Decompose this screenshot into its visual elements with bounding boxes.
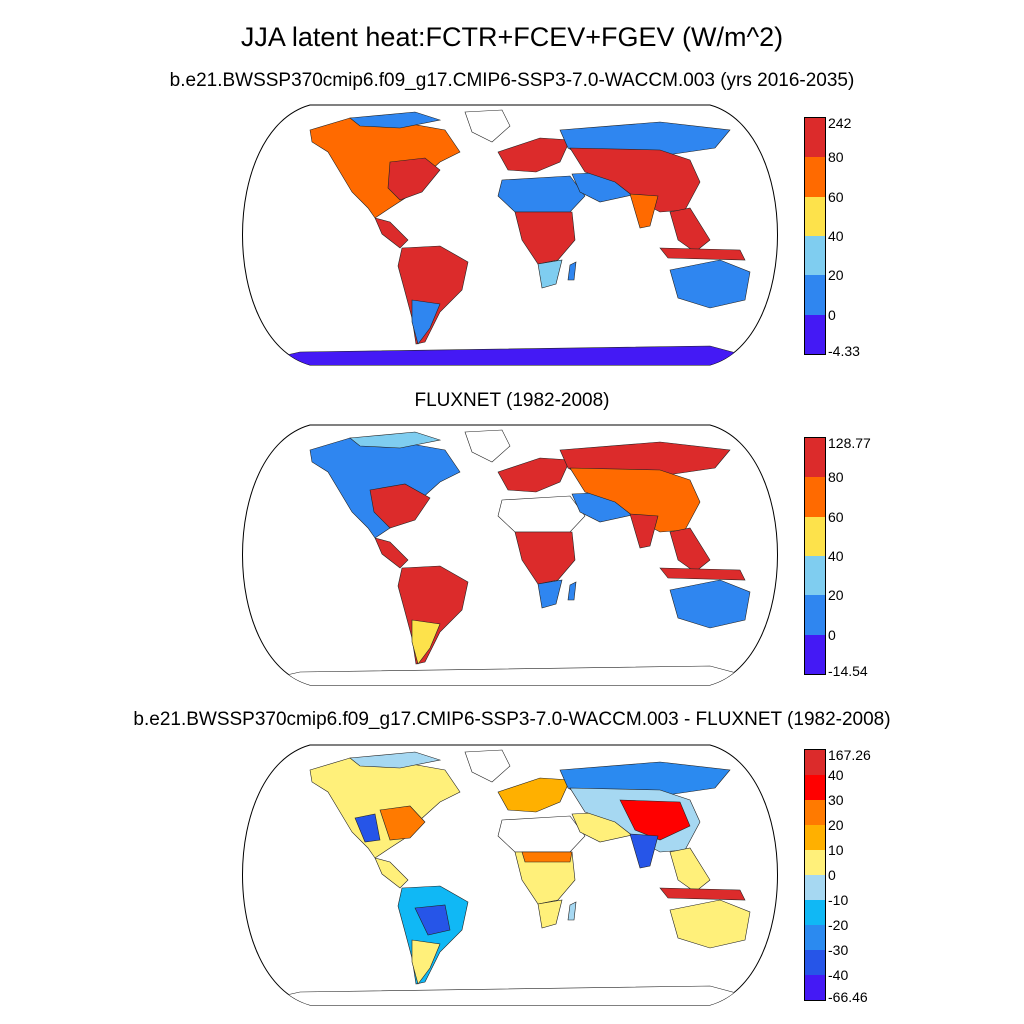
colorbar-swatch: [805, 925, 825, 950]
north-america-east: [387, 157, 441, 201]
colorbar-swatch: [805, 314, 825, 354]
colorbar-tick-label: 30: [828, 792, 844, 808]
colorbar-tick-label: 10: [828, 842, 844, 858]
panel-title-model: b.e21.BWSSP370cmip6.f09_g17.CMIP6-SSP3-7…: [169, 70, 855, 91]
colorbar-swatch: [805, 196, 825, 236]
colorbar-swatch: [805, 900, 825, 925]
figure-title: JJA latent heat:FCTR+FCEV+FGEV (W/m^2): [240, 22, 784, 52]
colorbar-tick-label: 128.77: [828, 435, 871, 451]
colorbar-tick-label: 0: [828, 626, 836, 643]
colorbar-tick-label: 40: [828, 767, 844, 783]
colorbar-swatch: [805, 438, 825, 478]
colorbar-swatch: [805, 825, 825, 850]
south-america-south: [411, 299, 441, 345]
colorbar-swatch: [805, 850, 825, 875]
colorbar-swatch: [805, 477, 825, 517]
colorbar-swatch: [805, 595, 825, 635]
colorbar-swatch: [805, 275, 825, 315]
australia: [669, 259, 751, 309]
colorbar-tick-label: 0: [828, 867, 836, 883]
colorbar-tick-label: -4.33: [828, 343, 860, 359]
map-fluxnet: [242, 424, 778, 686]
colorbar-swatch: [805, 236, 825, 276]
colorbar-swatch: [805, 800, 825, 825]
colorbar-tick-label: 60: [828, 508, 844, 525]
india: [629, 193, 659, 229]
asia-main: [569, 147, 701, 213]
panel-title-difference: b.e21.BWSSP370cmip6.f09_g17.CMIP6-SSP3-7…: [133, 709, 891, 730]
colorbar-fluxnet: 128.77 80 60 40 20 0 -14.54: [804, 436, 871, 678]
panel-title-fluxnet: FLUXNET (1982-2008): [414, 390, 610, 411]
colorbar-swatch: [805, 157, 825, 197]
arctic-canada: [349, 111, 442, 129]
colorbar-swatch: [805, 556, 825, 596]
colorbar-tick-label: -20: [828, 917, 849, 933]
map-model: [242, 104, 778, 366]
africa-central: [514, 211, 576, 265]
colorbar-swatch: [805, 775, 825, 800]
greenland: [464, 109, 511, 143]
africa-south: [537, 259, 563, 289]
colorbar-tick-label: 0: [828, 306, 836, 323]
southeast-asia: [669, 207, 711, 253]
colorbar-tick-label: 20: [828, 267, 844, 284]
colorbar-tick-label: -30: [828, 942, 849, 958]
colorbar-tick-label: 167.26: [828, 747, 871, 763]
colorbar-tick-label: 40: [828, 228, 844, 244]
colorbar-swatch: [805, 975, 825, 1000]
map-difference: [242, 744, 778, 1006]
colorbar-tick-label: 20: [828, 587, 844, 604]
colorbar-swatch: [805, 875, 825, 900]
central-america: [374, 217, 409, 249]
colorbar-tick-label: -14.54: [828, 663, 868, 679]
colorbar-tick-label: 20: [828, 817, 844, 833]
colorbar-tick-label: 40: [828, 548, 844, 564]
colorbar-tick-label: 242: [828, 115, 852, 131]
colorbar-swatch: [805, 950, 825, 975]
colorbar-tick-label: -40: [828, 967, 849, 983]
colorbar-tick-label: -66.46: [828, 989, 868, 1005]
colorbar-model: 242 80 60 40 20 0 -4.33: [804, 116, 860, 358]
colorbar-swatch: [805, 750, 825, 775]
colorbar-swatch: [805, 634, 825, 674]
colorbar-difference: 167.26 40 30 20 10 0 -10 -20 -30 -40 -66.46: [804, 748, 871, 1004]
indonesia: [659, 247, 746, 261]
europe: [497, 137, 571, 173]
colorbar-swatch: [805, 516, 825, 556]
colorbar-tick-label: 60: [828, 188, 844, 205]
colorbar-tick-label: 80: [828, 149, 844, 166]
madagascar: [567, 261, 577, 281]
colorbar-tick-label: 80: [828, 469, 844, 486]
africa-north: [497, 175, 586, 213]
colorbar-swatch: [805, 118, 825, 158]
colorbar-tick-label: -10: [828, 892, 849, 908]
north-america: [309, 117, 461, 219]
